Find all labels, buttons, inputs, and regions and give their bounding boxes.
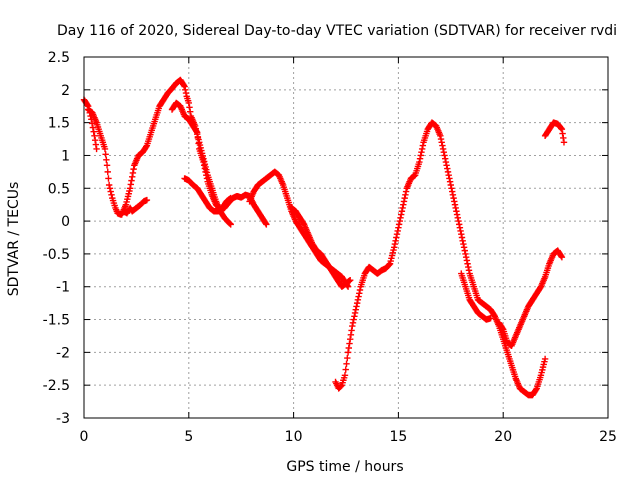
data-point bbox=[344, 354, 351, 362]
x-axis-label: GPS time / hours bbox=[286, 459, 403, 475]
data-point bbox=[227, 221, 234, 228]
y-tick-label: 2.5 bbox=[48, 50, 70, 66]
x-tick-label: 0 bbox=[80, 429, 89, 445]
data-point bbox=[108, 191, 115, 199]
y-tick-label: -0.5 bbox=[43, 247, 70, 263]
data-point bbox=[103, 162, 111, 169]
data-points bbox=[80, 76, 568, 399]
y-tick-label: 0.5 bbox=[48, 181, 70, 197]
chart-title: Day 116 of 2020, Sidereal Day-to-day VTE… bbox=[57, 23, 617, 39]
y-tick-label: -2.5 bbox=[43, 378, 70, 394]
data-point bbox=[342, 366, 349, 373]
data-point bbox=[88, 120, 96, 127]
data-point bbox=[343, 360, 350, 368]
data-point bbox=[143, 196, 151, 204]
data-point bbox=[103, 156, 110, 164]
data-point bbox=[90, 128, 97, 135]
ticks-layer: 0 5 10 15 20 25 2.5 2 1.5 1 0.5 0 -0.5 -1 -1.5 -2 -2.5 -3 bbox=[43, 50, 617, 445]
data-point bbox=[346, 276, 354, 284]
data-point bbox=[263, 221, 270, 228]
data-point bbox=[107, 188, 114, 195]
plot-frame bbox=[83, 56, 609, 419]
data-point bbox=[106, 185, 114, 192]
x-tick-label: 15 bbox=[389, 429, 407, 445]
y-tick-label: 1 bbox=[61, 148, 70, 164]
y-tick-label: -1 bbox=[56, 280, 70, 296]
x-tick-label: 5 bbox=[184, 429, 193, 445]
y-tick-label: 0 bbox=[61, 214, 70, 230]
y-axis-label: SDTVAR / TECUs bbox=[6, 182, 22, 297]
y-tick-label: -1.5 bbox=[43, 313, 70, 329]
data-point bbox=[337, 382, 345, 390]
data-point bbox=[558, 253, 566, 261]
x-tick-label: 10 bbox=[285, 429, 303, 445]
data-point bbox=[195, 140, 202, 147]
data-point bbox=[227, 194, 234, 202]
data-point bbox=[104, 168, 111, 176]
y-tick-label: -2 bbox=[56, 345, 70, 361]
data-point bbox=[102, 151, 109, 158]
data-point bbox=[560, 139, 568, 146]
x-tick-label: 20 bbox=[494, 429, 512, 445]
data-point bbox=[194, 134, 202, 142]
data-point bbox=[105, 181, 113, 189]
data-point bbox=[541, 355, 549, 363]
data-point bbox=[101, 145, 109, 153]
y-tick-label: 1.5 bbox=[48, 116, 70, 132]
data-point bbox=[341, 372, 349, 379]
y-tick-label: 2 bbox=[61, 83, 70, 99]
grid-layer bbox=[84, 57, 608, 418]
data-point bbox=[487, 315, 494, 322]
data-point bbox=[93, 145, 100, 153]
x-tick-label: 25 bbox=[599, 429, 617, 445]
data-point bbox=[193, 129, 201, 136]
y-tick-label: -3 bbox=[56, 411, 70, 427]
data-point bbox=[105, 175, 112, 182]
